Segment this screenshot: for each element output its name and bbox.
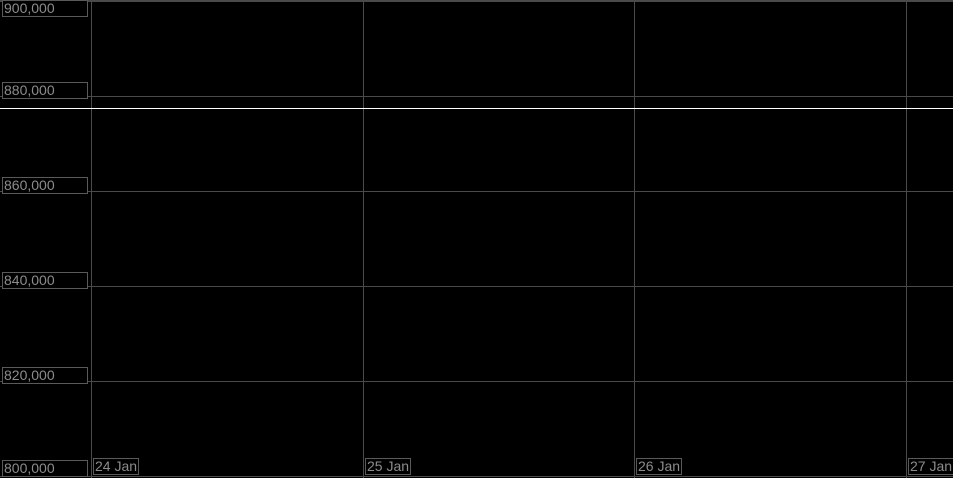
y-tick-label: 840,000	[2, 272, 88, 289]
x-tick-label: 26 Jan	[636, 458, 683, 475]
x-tick-label: 24 Jan	[93, 458, 140, 475]
y-tick-label: 800,000	[2, 460, 88, 477]
y-tick-label: 900,000	[2, 0, 88, 17]
x-tick-label: 25 Jan	[365, 458, 412, 475]
y-tick-label: 820,000	[2, 367, 88, 384]
y-tick-label: 860,000	[2, 177, 88, 194]
x-tick-label: 27 Jan	[908, 458, 953, 475]
y-tick-label: 880,000	[2, 82, 88, 99]
